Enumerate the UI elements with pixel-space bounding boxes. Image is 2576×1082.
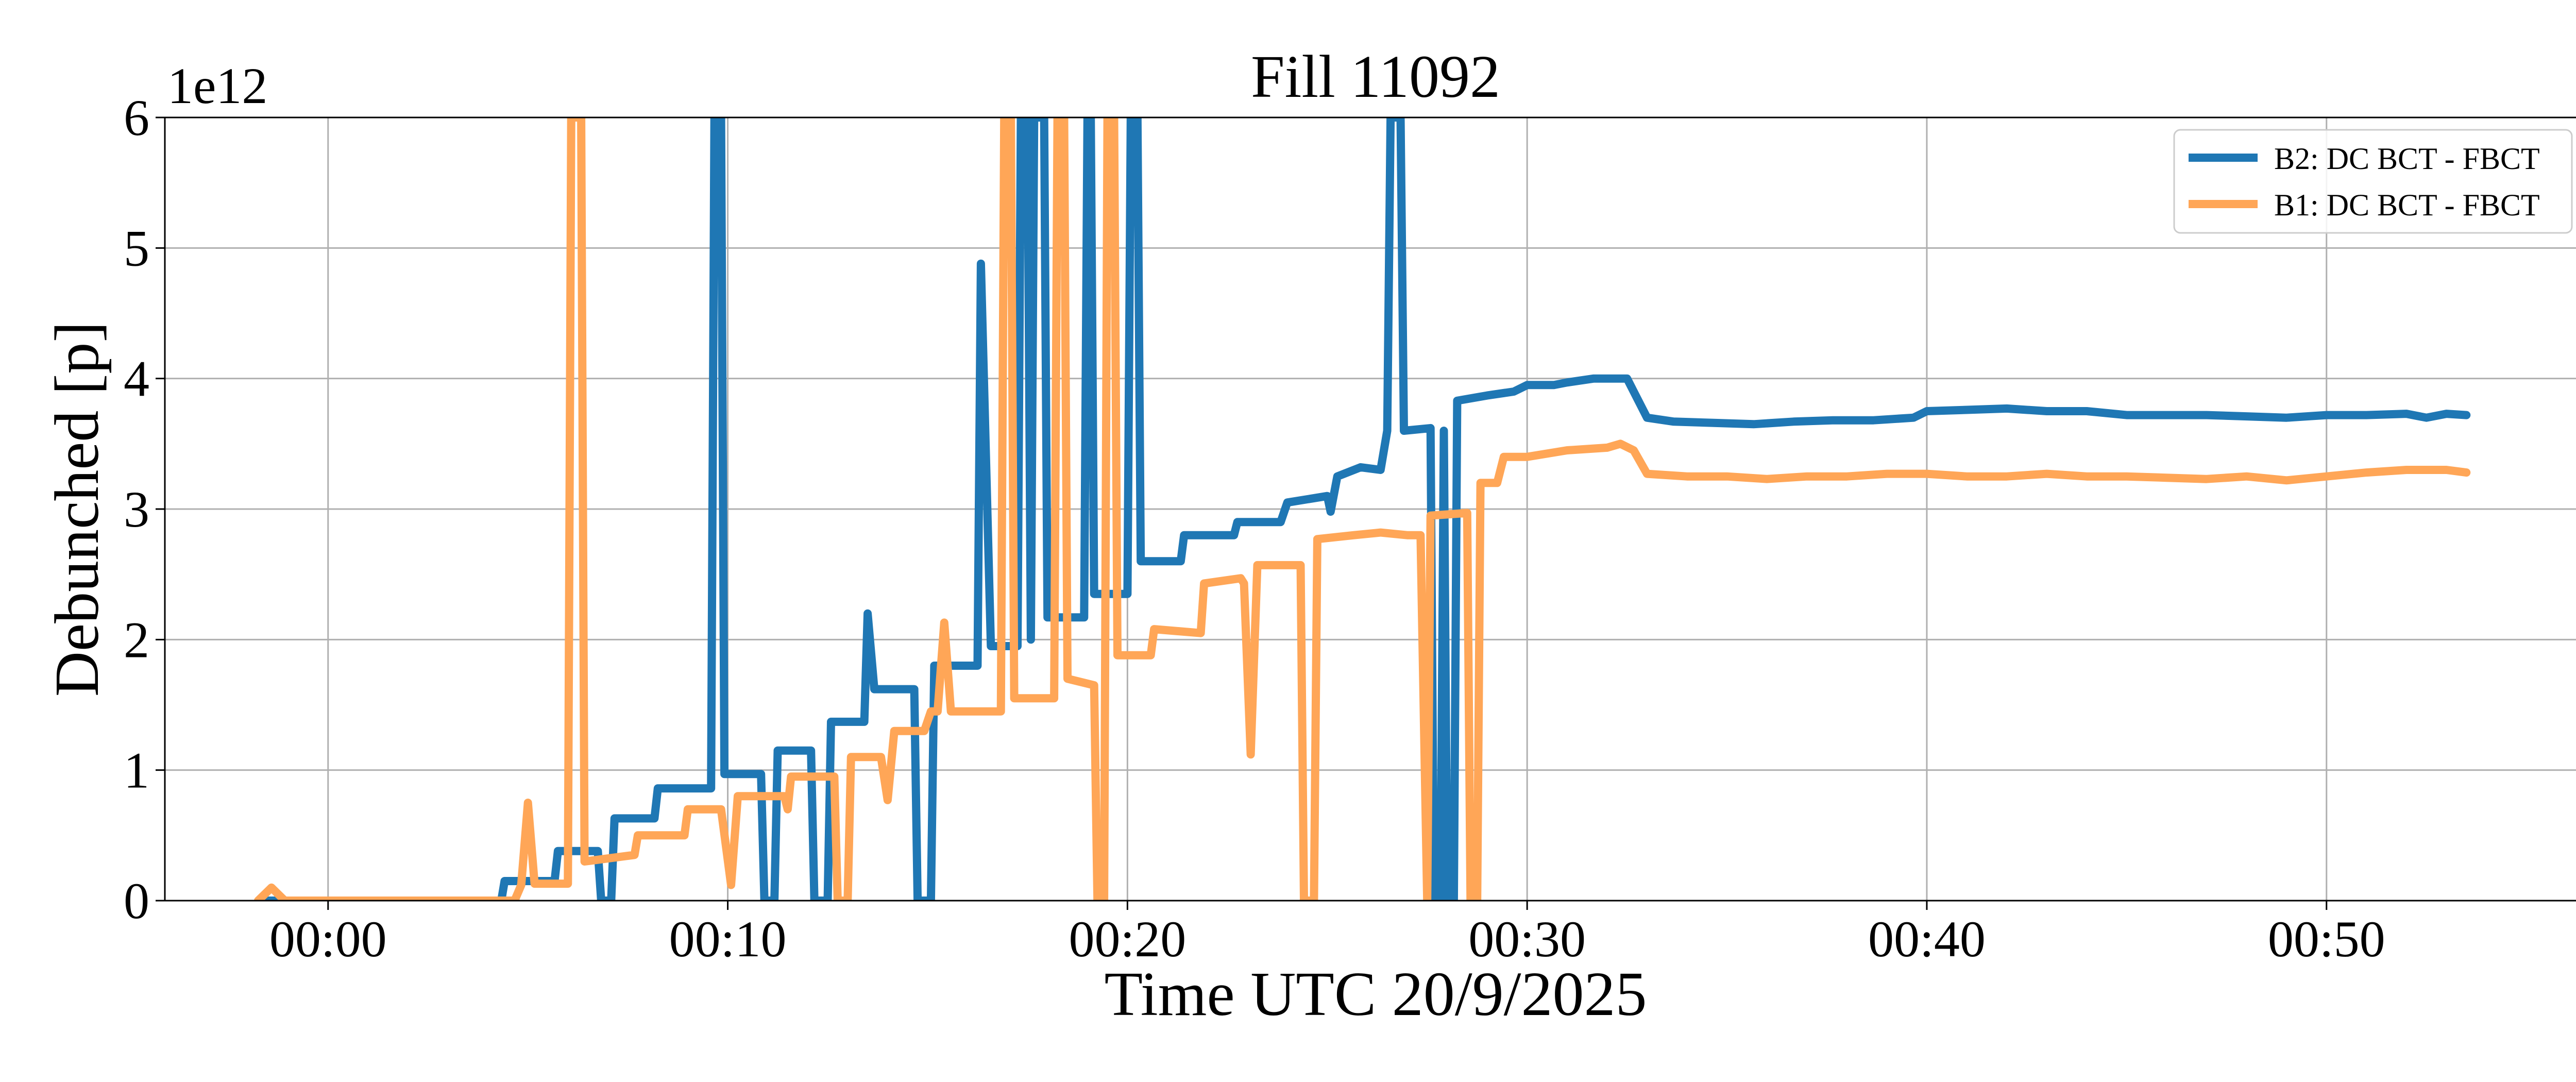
x-axis-label: Time UTC 20/9/2025 bbox=[1105, 959, 1647, 1029]
series-line-b1 bbox=[254, 117, 2471, 901]
legend-label-b2: B2: DC BCT - FBCT bbox=[2274, 142, 2540, 176]
x-tick-label: 00:20 bbox=[1069, 910, 1186, 968]
grid bbox=[165, 116, 2576, 902]
y-tick-label: 4 bbox=[124, 350, 149, 408]
y-tick-label: 2 bbox=[124, 611, 149, 668]
y-tick-label: 1 bbox=[124, 742, 149, 799]
series-lines bbox=[254, 117, 2471, 901]
chart-title: Fill 11092 bbox=[1251, 43, 1500, 110]
legend-box bbox=[2173, 129, 2573, 234]
x-tick-label: 00:50 bbox=[2268, 910, 2385, 968]
x-tick-label: 00:30 bbox=[1468, 910, 1586, 968]
y-offset-label: 1e12 bbox=[167, 57, 267, 114]
y-tick-label: 6 bbox=[124, 89, 149, 146]
x-tick-label: 00:10 bbox=[669, 910, 787, 968]
legend-label-b1: B1: DC BCT - FBCT bbox=[2274, 188, 2540, 222]
axis-ticks: 00:00 00:10 00:20 00:30 00:40 00:50 0 1 2 3 4 5 6 bbox=[124, 89, 2385, 968]
y-tick-label: 3 bbox=[124, 481, 149, 538]
x-tick-label: 00:00 bbox=[269, 910, 387, 968]
y-tick-label: 5 bbox=[124, 219, 149, 277]
y-axis-label: Debunched [p] bbox=[42, 322, 112, 697]
y-tick-label: 0 bbox=[124, 872, 149, 929]
x-tick-label: 00:40 bbox=[1868, 910, 1986, 968]
series-line-b2 bbox=[264, 117, 2471, 901]
legend: B2: DC BCT - FBCT B1: DC BCT - FBCT bbox=[2173, 129, 2573, 234]
